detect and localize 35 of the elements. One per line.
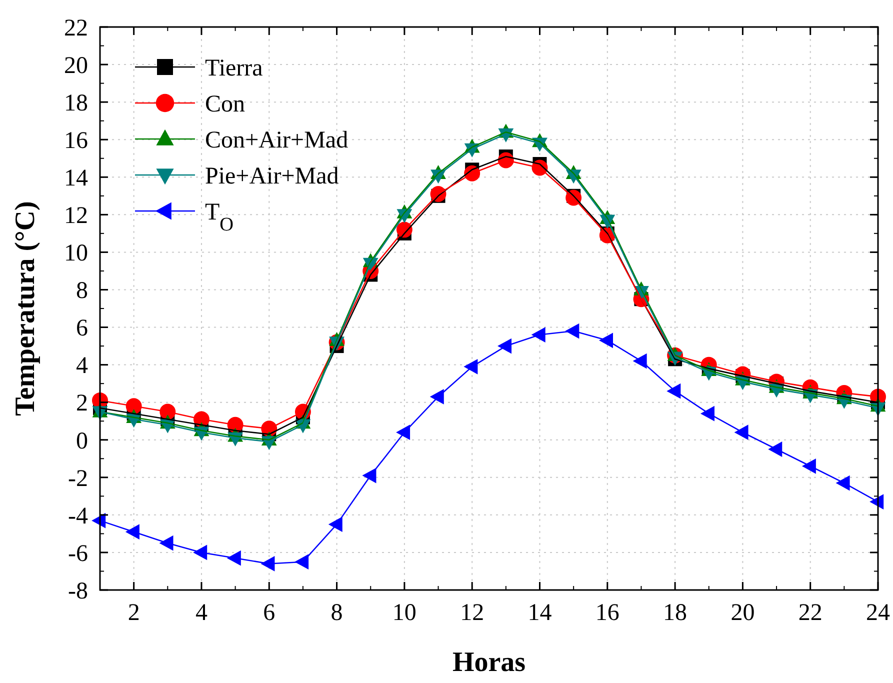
y-tick-label: 6 [76, 316, 88, 342]
y-tick-label: 18 [64, 90, 88, 116]
x-tick-label: 8 [330, 600, 343, 626]
y-axis-title: Temperatura (°C) [10, 201, 41, 416]
y-tick-label: 20 [64, 52, 88, 79]
legend-label: Tierra [205, 55, 264, 82]
legend-label: Con [205, 91, 246, 118]
y-tick-label: 10 [64, 240, 88, 267]
x-tick-label: 10 [392, 600, 416, 626]
y-tick-label: 4 [76, 353, 88, 380]
x-tick-label: 24 [866, 600, 890, 626]
x-tick-label: 4 [195, 600, 208, 626]
x-tick-label: 16 [595, 600, 620, 626]
x-tick-label: 12 [460, 600, 484, 626]
x-tick-label: 14 [528, 600, 552, 626]
y-tick-label: -8 [68, 578, 88, 604]
x-tick-label: 2 [128, 600, 140, 626]
y-tick-label: 8 [76, 278, 88, 304]
x-axis-title: Horas [452, 647, 526, 678]
y-tick-label: 2 [76, 390, 88, 417]
legend-label: Con+Air+Mad [205, 127, 348, 154]
x-tick-label: 6 [263, 600, 276, 626]
y-tick-label: 14 [64, 166, 88, 192]
legend-label: T$_{O}$ [205, 199, 234, 235]
x-tick-label: 18 [663, 600, 688, 626]
y-tick-label: -2 [68, 466, 88, 492]
y-tick-label: -6 [68, 540, 88, 567]
y-tick-label: 12 [64, 203, 88, 230]
y-tick-label: -4 [68, 503, 88, 530]
y-tick-label: 16 [64, 128, 88, 154]
legend-label: Pie+Air+Mad [205, 163, 339, 190]
x-tick-label: 22 [798, 600, 822, 626]
y-tick-label: 22 [64, 15, 88, 42]
x-tick-label: 20 [730, 600, 755, 626]
y-tick-label: 0 [76, 428, 88, 454]
